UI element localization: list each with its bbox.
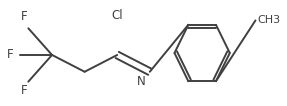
- Text: CH3: CH3: [257, 15, 281, 25]
- Text: Cl: Cl: [111, 9, 123, 22]
- Text: F: F: [21, 84, 28, 97]
- Text: F: F: [21, 10, 28, 23]
- Text: F: F: [7, 48, 13, 61]
- Text: N: N: [137, 75, 146, 88]
